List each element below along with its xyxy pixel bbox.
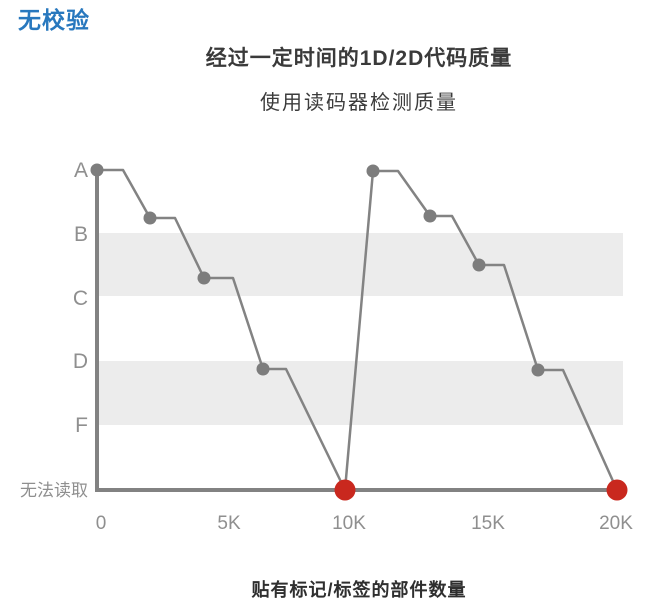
x-axis-label: 贴有标记/标签的部件数量 — [251, 580, 467, 600]
y-tick-label: A — [74, 159, 88, 182]
x-tick-label: 15K — [471, 513, 505, 534]
data-point-gray — [531, 363, 545, 377]
grade-band — [99, 233, 623, 296]
data-point-gray — [256, 362, 270, 376]
data-point-gray — [143, 211, 157, 225]
quality-series-line — [97, 168, 619, 492]
y-tick-label: 无法读取 — [20, 481, 88, 500]
y-tick-label: D — [73, 350, 88, 373]
x-tick-label: 0 — [96, 513, 107, 534]
data-point-gray — [366, 164, 380, 178]
data-point-unreadable — [334, 479, 356, 501]
no-verification-label: 无校验 — [18, 7, 90, 33]
chart-subtitle: 使用读码器检测质量 — [260, 92, 458, 114]
data-point-gray — [90, 163, 104, 177]
data-point-gray — [423, 209, 437, 223]
data-point-gray — [472, 258, 486, 272]
data-point-unreadable — [606, 479, 628, 501]
y-tick-label: C — [73, 287, 88, 310]
x-tick-label: 5K — [217, 513, 241, 534]
x-tick-label: 10K — [332, 513, 366, 534]
x-tick-label: 20K — [599, 513, 633, 534]
y-tick-label: B — [74, 223, 88, 246]
y-tick-label: F — [75, 414, 88, 437]
data-point-gray — [197, 271, 211, 285]
chart-title: 经过一定时间的1D/2D代码质量 — [205, 47, 513, 70]
